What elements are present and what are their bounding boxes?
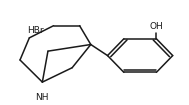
Text: NH: NH bbox=[36, 93, 49, 102]
Text: OH: OH bbox=[149, 22, 163, 31]
Text: HBr: HBr bbox=[27, 26, 44, 35]
